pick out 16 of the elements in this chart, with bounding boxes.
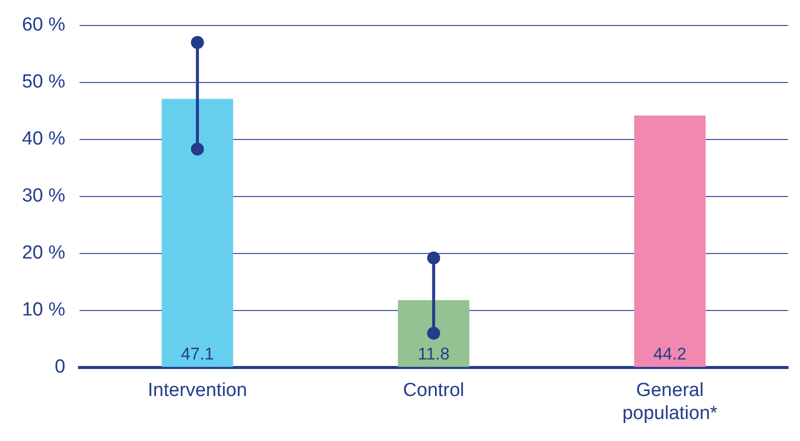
y-tick-label: 0 [54,356,66,378]
data-label: 47.1 [180,344,214,364]
bar [634,115,706,367]
y-tick-label: 60 % [22,14,66,36]
y-tick-label: 10 % [22,300,66,321]
y-tick-label: 50 % [22,72,66,93]
bar [398,300,470,367]
x-tick-label: General population* [622,380,718,424]
data-label: 11.8 [418,344,450,364]
bar [162,98,234,367]
x-tick-label: Intervention [148,380,248,402]
x-tick-label: Control [403,380,464,402]
y-tick-label: 40 % [22,128,66,150]
data-label: 44.2 [653,344,686,364]
y-tick-label: 30 % [22,186,66,207]
y-tick-label: 20 % [22,242,66,264]
